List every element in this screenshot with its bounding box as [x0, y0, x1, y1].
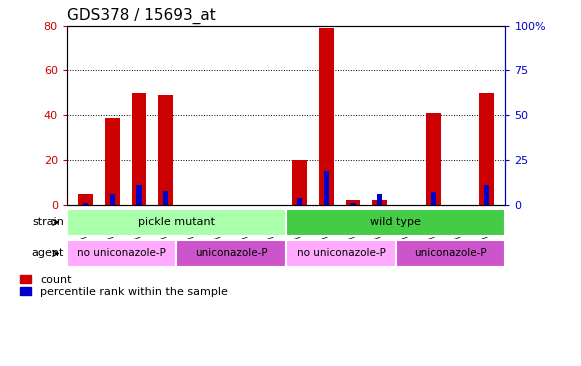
Text: no uniconazole-P: no uniconazole-P	[77, 249, 166, 258]
Bar	[426, 113, 440, 205]
Text: strain: strain	[32, 217, 64, 227]
Bar	[324, 171, 329, 205]
Bar	[137, 185, 142, 205]
Bar	[346, 201, 360, 205]
Bar	[105, 117, 120, 205]
Bar	[110, 194, 115, 205]
Text: pickle mutant: pickle mutant	[138, 217, 215, 227]
Bar	[396, 240, 505, 267]
Text: uniconazole-P: uniconazole-P	[195, 249, 268, 258]
Bar	[67, 240, 177, 267]
Bar	[163, 191, 168, 205]
Bar	[431, 193, 436, 205]
Legend: count, percentile rank within the sample: count, percentile rank within the sample	[20, 274, 228, 297]
Text: uniconazole-P: uniconazole-P	[414, 249, 487, 258]
Bar	[286, 209, 505, 236]
Bar	[67, 209, 286, 236]
Bar	[132, 93, 146, 205]
Bar	[297, 198, 302, 205]
Bar	[292, 160, 307, 205]
Bar	[319, 28, 333, 205]
Bar	[372, 201, 387, 205]
Text: wild type: wild type	[370, 217, 421, 227]
Text: no uniconazole-P: no uniconazole-P	[296, 249, 385, 258]
Bar	[159, 95, 173, 205]
Bar	[484, 185, 489, 205]
Text: GDS378 / 15693_at: GDS378 / 15693_at	[67, 8, 216, 24]
Bar	[83, 203, 88, 205]
Bar	[286, 240, 396, 267]
Bar	[350, 203, 356, 205]
Text: agent: agent	[31, 249, 64, 258]
Bar	[479, 93, 494, 205]
Bar	[377, 194, 382, 205]
Bar	[78, 194, 93, 205]
Bar	[177, 240, 286, 267]
